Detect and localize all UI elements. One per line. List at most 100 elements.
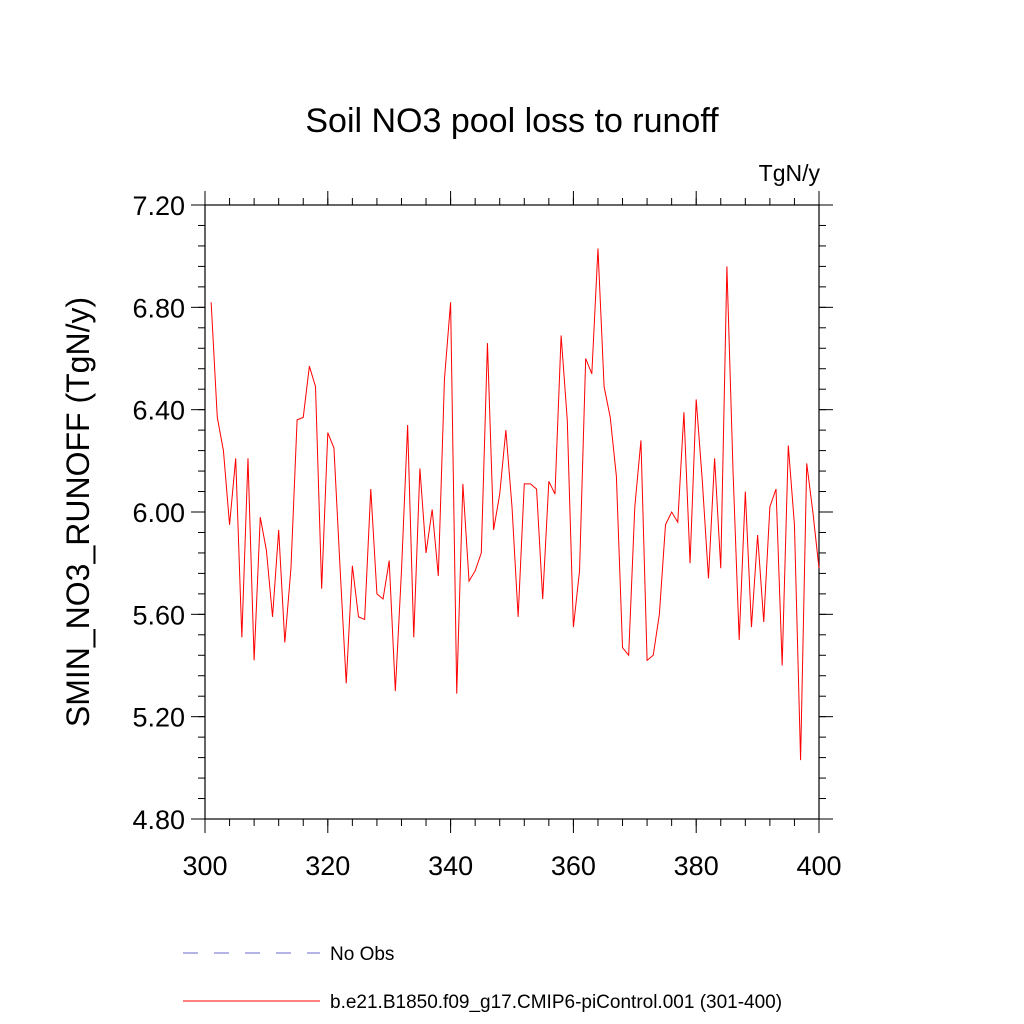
data-point: [321, 588, 322, 589]
data-point: [647, 660, 648, 661]
y-tick-label: 6.80: [132, 293, 185, 323]
data-point: [395, 691, 396, 692]
data-point: [776, 488, 777, 489]
data-point: [499, 494, 500, 495]
data-point: [739, 639, 740, 640]
data-point: [690, 563, 691, 564]
data-point: [524, 483, 525, 484]
chart-title: Soil NO3 pool loss to runoff: [305, 102, 719, 140]
x-tick-label: 400: [796, 851, 841, 881]
data-point: [536, 488, 537, 489]
data-point: [561, 335, 562, 336]
data-point: [677, 522, 678, 523]
data-point: [475, 570, 476, 571]
data-point: [610, 417, 611, 418]
data-point: [389, 560, 390, 561]
data-point: [763, 622, 764, 623]
series-line: [210, 248, 820, 761]
data-point: [346, 683, 347, 684]
data-point: [333, 448, 334, 449]
x-tick-label: 340: [428, 851, 473, 881]
data-point: [745, 491, 746, 492]
data-point: [309, 366, 310, 367]
data-point: [413, 637, 414, 638]
data-point: [530, 483, 531, 484]
legend-label-no-obs: No Obs: [330, 944, 394, 965]
data-series: [210, 248, 820, 761]
data-point: [733, 471, 734, 472]
data-point: [512, 506, 513, 507]
data-point: [327, 432, 328, 433]
data-point: [708, 578, 709, 579]
y-tick-label: 6.00: [132, 498, 185, 528]
data-point: [493, 529, 494, 530]
data-point: [665, 524, 666, 525]
data-point: [819, 568, 820, 569]
data-point: [401, 570, 402, 571]
data-point: [278, 529, 279, 530]
data-point: [634, 506, 635, 507]
data-point: [217, 417, 218, 418]
data-point: [444, 378, 445, 379]
units-label: TgN/y: [759, 160, 821, 186]
data-point: [469, 581, 470, 582]
data-point: [303, 417, 304, 418]
data-point: [340, 568, 341, 569]
legend-label-control: b.e21.B1850.f09_g17.CMIP6-piControl.001 …: [330, 992, 782, 1013]
data-point: [290, 568, 291, 569]
data-point: [266, 550, 267, 551]
data-point: [788, 445, 789, 446]
axis-ticks: [191, 191, 833, 833]
data-point: [616, 476, 617, 477]
data-point: [782, 665, 783, 666]
data-point: [769, 506, 770, 507]
y-tick-label: 5.60: [132, 600, 185, 630]
y-axis-label: SMIN_NO3_RUNOFF (TgN/y): [60, 297, 96, 727]
data-point: [567, 419, 568, 420]
data-point: [800, 760, 801, 761]
data-point: [671, 512, 672, 513]
data-point: [211, 302, 212, 303]
data-point: [573, 627, 574, 628]
data-point: [554, 494, 555, 495]
x-tick-label: 320: [305, 851, 350, 881]
data-point: [683, 412, 684, 413]
data-point: [241, 637, 242, 638]
data-point: [247, 458, 248, 459]
data-point: [456, 693, 457, 694]
data-point: [757, 535, 758, 536]
data-point: [806, 463, 807, 464]
data-point: [229, 524, 230, 525]
data-point: [419, 468, 420, 469]
data-point: [542, 598, 543, 599]
data-point: [315, 386, 316, 387]
data-point: [794, 524, 795, 525]
data-point: [407, 425, 408, 426]
data-point: [659, 614, 660, 615]
data-point: [358, 616, 359, 617]
data-point: [426, 552, 427, 553]
data-point: [481, 552, 482, 553]
x-tick-label: 360: [551, 851, 596, 881]
data-point: [640, 440, 641, 441]
data-point: [579, 570, 580, 571]
data-point: [505, 430, 506, 431]
data-point: [487, 343, 488, 344]
data-point: [585, 358, 586, 359]
data-point: [591, 373, 592, 374]
data-point: [518, 616, 519, 617]
data-point: [751, 627, 752, 628]
data-point: [376, 593, 377, 594]
data-point: [726, 266, 727, 267]
y-tick-label: 4.80: [132, 805, 185, 835]
data-point: [235, 458, 236, 459]
data-point: [438, 575, 439, 576]
data-point: [370, 488, 371, 489]
data-point: [462, 483, 463, 484]
data-point: [597, 248, 598, 249]
data-point: [653, 655, 654, 656]
data-point: [450, 302, 451, 303]
y-tick-label: 7.20: [132, 191, 185, 221]
x-tick-label: 300: [182, 851, 227, 881]
data-point: [383, 598, 384, 599]
